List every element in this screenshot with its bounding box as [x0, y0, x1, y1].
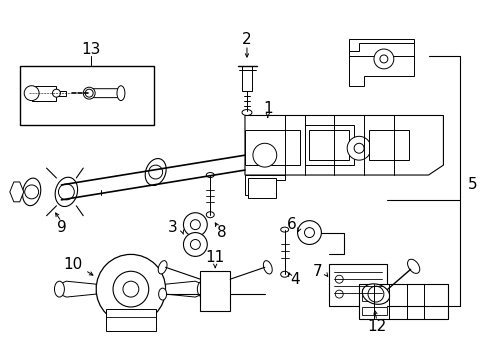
Bar [304, 125, 353, 165]
Ellipse shape [145, 159, 166, 186]
Circle shape [190, 220, 200, 230]
Circle shape [334, 275, 343, 283]
Circle shape [183, 213, 207, 237]
Circle shape [190, 240, 200, 250]
Bar [200, 271, 229, 311]
Text: 13: 13 [81, 41, 101, 56]
Circle shape [59, 184, 74, 200]
Bar [362, 289, 386, 301]
Ellipse shape [362, 284, 389, 304]
Circle shape [122, 281, 138, 297]
Circle shape [367, 286, 383, 302]
Circle shape [347, 136, 370, 160]
Bar [362, 307, 386, 315]
Circle shape [373, 49, 393, 69]
Text: 8: 8 [217, 225, 227, 240]
Circle shape [183, 232, 207, 256]
Text: 7: 7 [312, 264, 321, 279]
Polygon shape [89, 89, 121, 97]
Circle shape [304, 228, 314, 237]
Text: 12: 12 [366, 320, 386, 335]
Text: 4: 4 [289, 272, 299, 287]
Ellipse shape [22, 178, 41, 206]
Bar [247, 178, 275, 198]
Ellipse shape [54, 281, 64, 297]
Circle shape [297, 221, 321, 245]
Ellipse shape [206, 212, 214, 218]
Ellipse shape [158, 261, 166, 274]
Polygon shape [60, 281, 96, 297]
Ellipse shape [280, 227, 288, 232]
Bar [368, 130, 408, 160]
Text: 2: 2 [242, 31, 251, 47]
Polygon shape [358, 284, 448, 319]
Bar [106, 309, 155, 331]
Polygon shape [244, 175, 284, 195]
Polygon shape [348, 39, 413, 51]
Ellipse shape [206, 172, 214, 177]
Circle shape [353, 143, 363, 153]
Bar [309, 130, 348, 160]
Circle shape [96, 255, 165, 324]
Ellipse shape [55, 177, 77, 207]
Text: 10: 10 [63, 257, 83, 272]
Bar [244, 130, 299, 165]
Ellipse shape [52, 89, 60, 97]
Circle shape [85, 89, 93, 97]
Ellipse shape [263, 261, 272, 274]
Circle shape [113, 271, 149, 307]
Text: 1: 1 [262, 101, 272, 116]
Ellipse shape [242, 110, 251, 116]
Text: 11: 11 [205, 250, 225, 265]
Polygon shape [10, 182, 24, 202]
Ellipse shape [117, 86, 125, 101]
Polygon shape [348, 56, 413, 86]
Polygon shape [244, 116, 442, 175]
Circle shape [149, 165, 162, 179]
Circle shape [252, 143, 276, 167]
Text: 5: 5 [467, 177, 476, 192]
Bar [242, 66, 251, 91]
Text: 6: 6 [286, 217, 296, 232]
Ellipse shape [158, 288, 166, 300]
Bar [329, 264, 386, 306]
Ellipse shape [407, 259, 419, 273]
Text: 3: 3 [167, 220, 177, 235]
Polygon shape [31, 86, 66, 101]
Circle shape [25, 185, 39, 199]
Ellipse shape [280, 271, 288, 277]
Ellipse shape [83, 87, 95, 99]
Polygon shape [165, 281, 202, 297]
Text: 9: 9 [57, 220, 66, 235]
Ellipse shape [197, 281, 207, 297]
Bar [20, 66, 153, 125]
Ellipse shape [24, 86, 39, 101]
Circle shape [334, 290, 343, 298]
Circle shape [379, 55, 387, 63]
